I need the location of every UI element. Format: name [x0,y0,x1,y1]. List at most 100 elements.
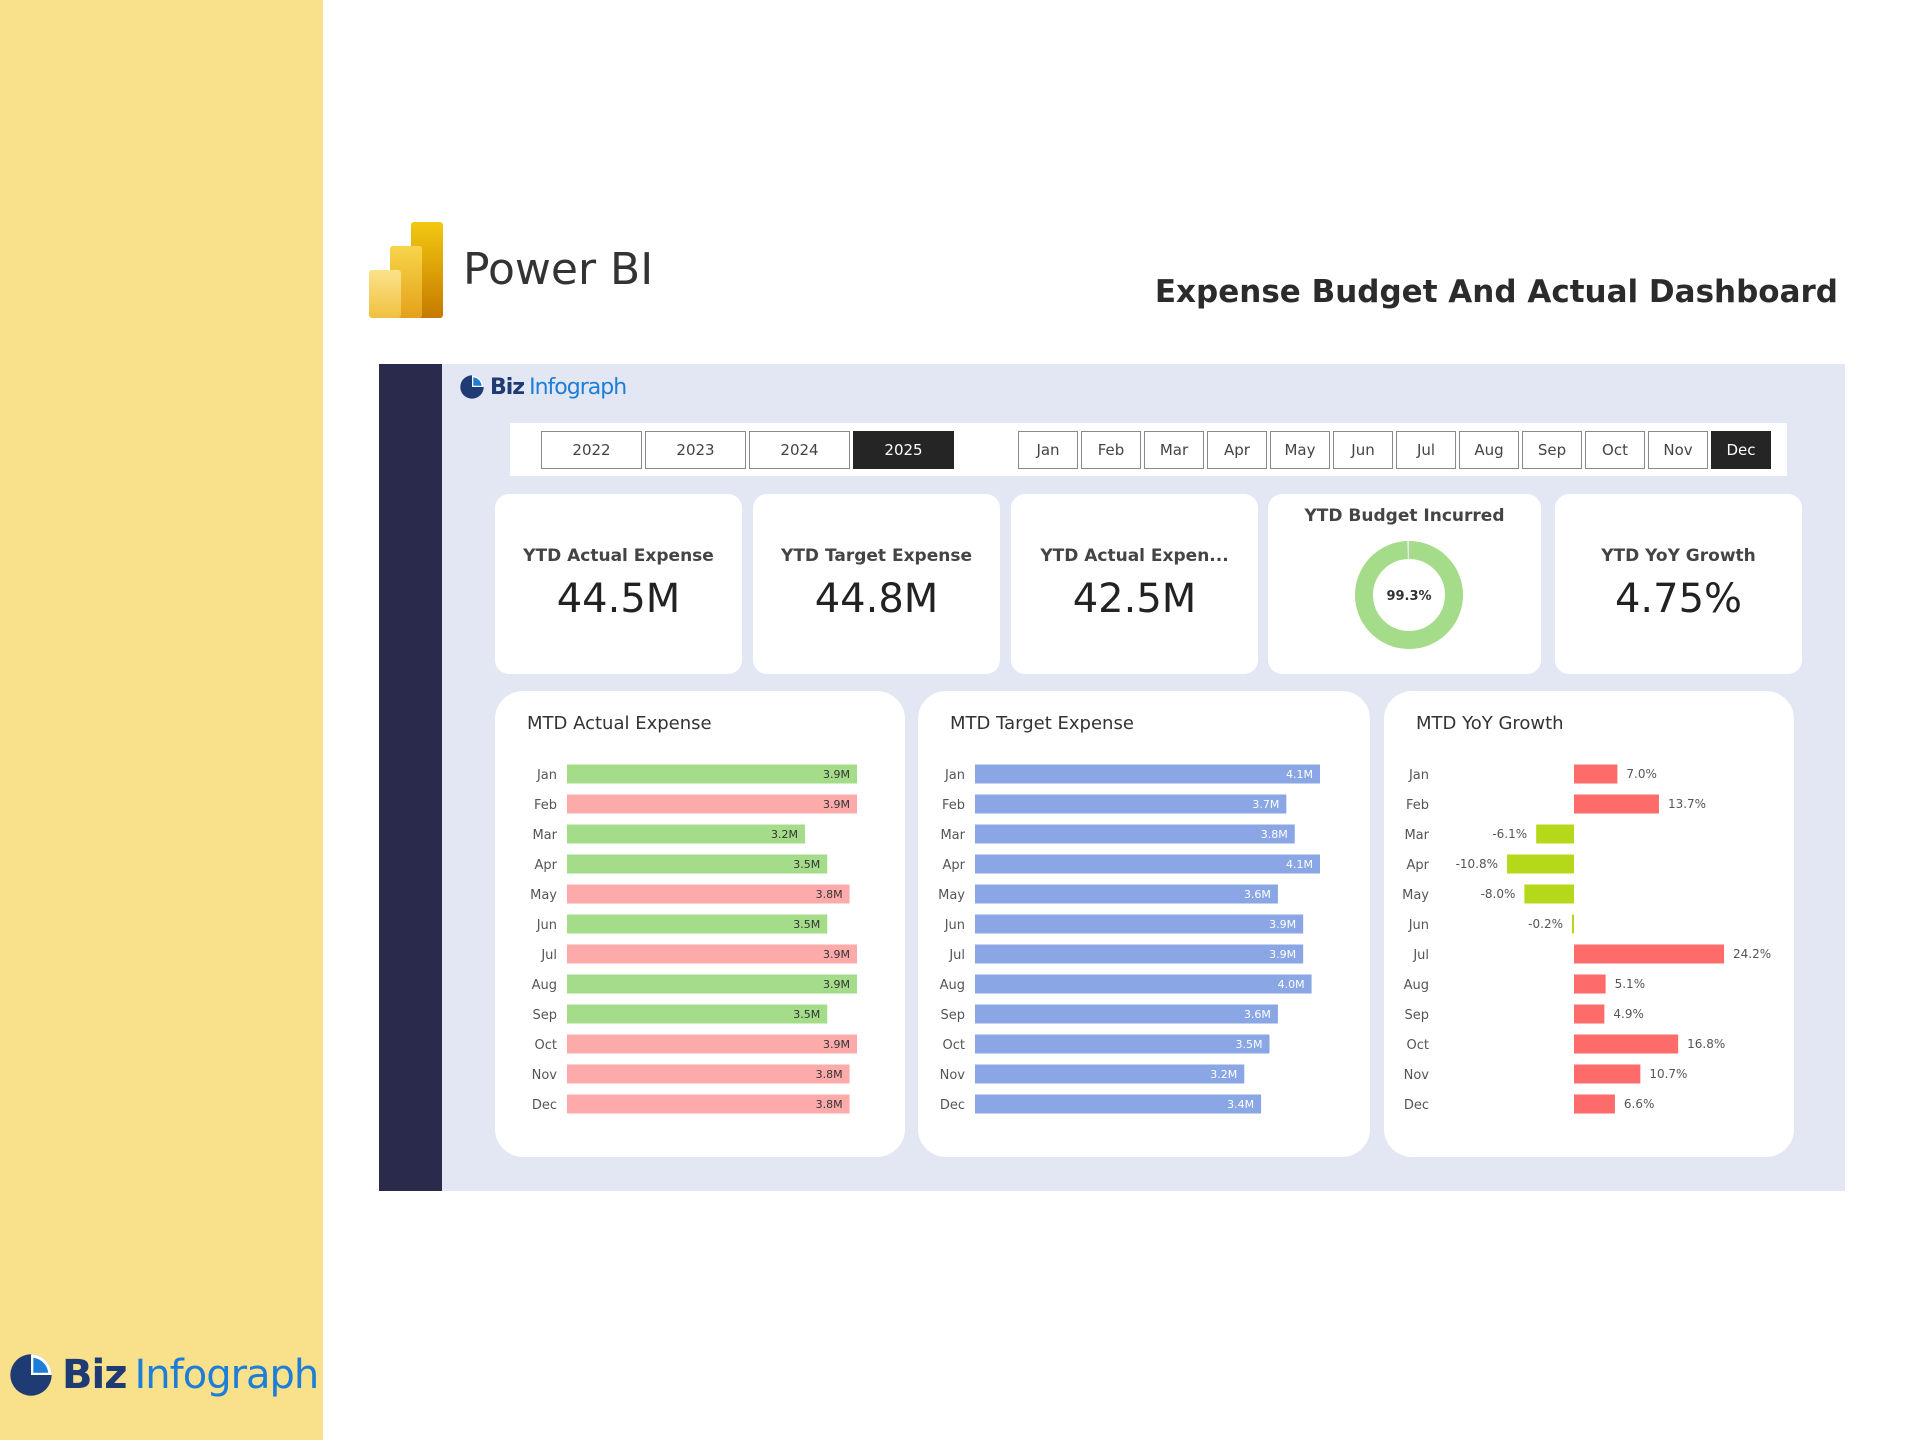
brand-logo-bottom: Biz Infograph [8,1352,319,1398]
month-slicer-may[interactable]: May [1270,431,1330,469]
bar-oct[interactable] [1574,1034,1679,1054]
category-label: Dec [940,1098,965,1113]
bar-jul[interactable] [1574,944,1725,964]
bar-jan[interactable] [1574,764,1618,784]
month-slicer-mar[interactable]: Mar [1144,431,1204,469]
kpi-card-ytd-actual: YTD Actual Expense 44.5M [495,494,742,674]
category-label: Oct [943,1038,965,1053]
bar-apr[interactable] [1507,854,1574,874]
month-slicer-aug[interactable]: Aug [1459,431,1519,469]
category-label: Aug [940,978,965,993]
category-label: Sep [940,1008,965,1023]
month-slicer-dec[interactable]: Dec [1711,431,1771,469]
category-label: Oct [535,1038,557,1053]
bar-mar[interactable] [1536,824,1574,844]
category-label: Dec [1404,1098,1429,1113]
month-slicer-apr[interactable]: Apr [1207,431,1267,469]
bar-jun[interactable] [1572,914,1574,934]
bar-may[interactable] [1524,884,1574,904]
bar-sep[interactable] [975,1004,1278,1024]
month-slicer-nov[interactable]: Nov [1648,431,1708,469]
category-label: Sep [532,1008,557,1023]
month-slicer-jul[interactable]: Jul [1396,431,1456,469]
category-label: Mar [1404,828,1429,843]
bar-aug[interactable] [1574,974,1606,994]
category-label: Oct [1407,1038,1429,1053]
category-label: Jun [1408,918,1429,933]
bar-jul[interactable] [567,944,857,964]
chart-title: MTD YoY Growth [1416,713,1564,734]
bar-apr[interactable] [567,854,828,874]
bar-oct[interactable] [975,1034,1270,1054]
data-label: 16.8% [1687,1037,1725,1051]
data-label: 4.1M [1286,858,1313,871]
bar-mar[interactable] [975,824,1295,844]
bar-jun[interactable] [567,914,828,934]
bar-apr[interactable] [975,854,1320,874]
month-slicer-jun[interactable]: Jun [1333,431,1393,469]
data-label: -6.1% [1492,827,1527,841]
bar-may[interactable] [975,884,1278,904]
dashboard-screenshot: Biz Infograph 2022 2023 2024 2025 Jan Feb Mar A… [379,364,1845,1191]
bar-jun[interactable] [975,914,1304,934]
kpi-card-ytd-target: YTD Target Expense 44.8M [753,494,1000,674]
bar-feb[interactable] [1574,794,1659,814]
kpi-card-budget-incurred: YTD Budget Incurred 99.3% [1268,494,1541,674]
category-label: Jul [540,948,557,963]
bar-aug[interactable] [567,974,857,994]
brand-word-biz: Biz [62,1352,127,1398]
bar-dec[interactable] [1574,1094,1615,1114]
bar-sep[interactable] [567,1004,828,1024]
bar-aug[interactable] [975,974,1312,994]
bar-feb[interactable] [567,794,857,814]
bar-nov[interactable] [975,1064,1245,1084]
kpi-value: 42.5M [1072,576,1197,622]
kpi-label: YTD YoY Growth [1601,546,1756,566]
bar-sep[interactable] [1574,1004,1605,1024]
kpi-value: 44.8M [814,576,939,622]
category-label: May [938,888,965,903]
bar-jan[interactable] [567,764,857,784]
date-slicer-bar: 2022 2023 2024 2025 Jan Feb Mar Apr May Jun Jul Aug… [510,423,1787,476]
category-label: Apr [943,858,966,873]
data-label: -10.8% [1456,857,1498,871]
pie-logo-icon [460,375,484,399]
kpi-label: YTD Actual Expense [523,546,714,566]
category-label: Jan [944,768,965,783]
category-label: Feb [942,798,965,813]
bar-feb[interactable] [975,794,1287,814]
bar-jul[interactable] [975,944,1304,964]
category-label: Feb [534,798,557,813]
bar-jan[interactable] [975,764,1320,784]
bar-may[interactable] [567,884,850,904]
data-label: 4.9% [1613,1007,1644,1021]
donut-center-value: 99.3% [1386,589,1431,604]
category-label: Feb [1406,798,1429,813]
bar-nov[interactable] [567,1064,850,1084]
month-slicer-feb[interactable]: Feb [1081,431,1141,469]
bar-dec[interactable] [567,1094,850,1114]
panel-mtd-yoy: MTD YoY Growth Jan 7.0% Feb 13.7% Mar -6.1% Ap… [1384,691,1794,1157]
month-slicer-sep[interactable]: Sep [1522,431,1582,469]
month-slicer-oct[interactable]: Oct [1585,431,1645,469]
category-label: Mar [940,828,965,843]
category-label: Nov [1404,1068,1430,1083]
bar-nov[interactable] [1574,1064,1641,1084]
data-label: 3.8M [816,1068,843,1081]
data-label: 3.6M [1244,888,1271,901]
year-slicer-2025[interactable]: 2025 [853,431,954,469]
month-slicer-jan[interactable]: Jan [1018,431,1078,469]
brand-word-infograph: Infograph [529,374,627,400]
data-label: 4.0M [1278,978,1305,991]
category-label: Mar [532,828,557,843]
data-label: 3.5M [1236,1038,1263,1051]
data-label: 3.4M [1227,1098,1254,1111]
data-label: 3.9M [823,768,850,781]
year-slicer-2024[interactable]: 2024 [749,431,850,469]
kpi-label: YTD Budget Incurred [1304,506,1505,526]
bar-mar[interactable] [567,824,805,844]
bar-dec[interactable] [975,1094,1262,1114]
bar-oct[interactable] [567,1034,857,1054]
year-slicer-2023[interactable]: 2023 [645,431,746,469]
year-slicer-2022[interactable]: 2022 [541,431,642,469]
